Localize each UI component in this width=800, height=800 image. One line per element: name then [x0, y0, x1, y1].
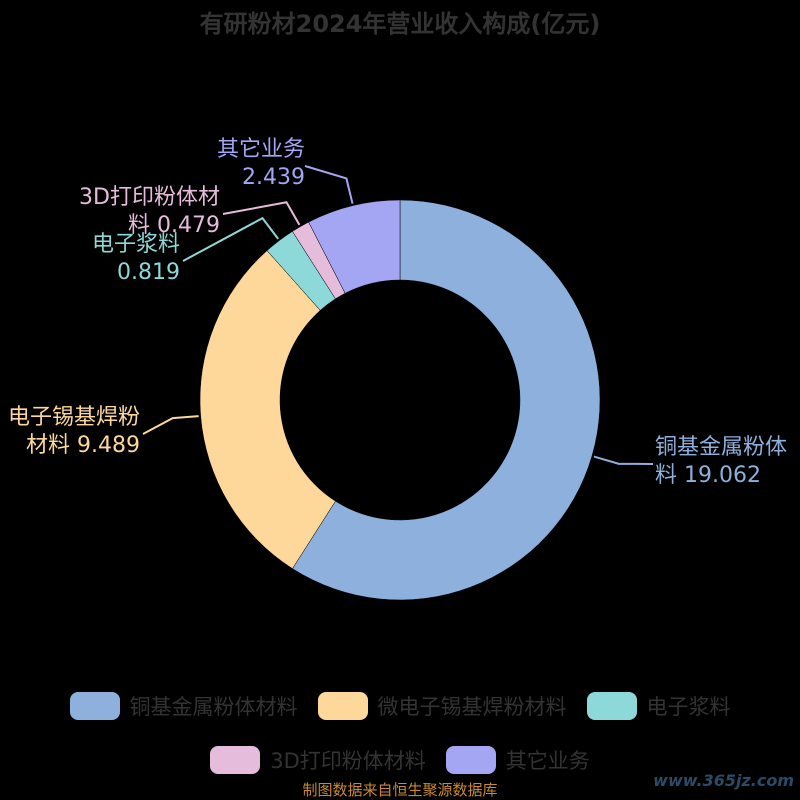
legend: 铜基金属粉体材料 微电子锡基焊粉材料 电子浆料 3D打印粉体材料 其它业务	[0, 686, 800, 794]
legend-item-other[interactable]: 其它业务	[445, 745, 590, 775]
legend-label: 铜基金属粉体材料	[129, 695, 298, 719]
slice-label: 0.819	[117, 260, 180, 285]
donut-slice[interactable]	[308, 199, 401, 294]
slice-label: 料 0.479	[128, 213, 220, 238]
legend-swatch	[445, 746, 496, 774]
legend-row: 3D打印粉体材料 其它业务	[0, 740, 800, 780]
chart-title: 有研粉材2024年营业收入构成(亿元)	[199, 10, 601, 38]
legend-row: 铜基金属粉体材料 微电子锡基焊粉材料 电子浆料	[0, 686, 800, 726]
watermark: www.365jz.com	[653, 771, 794, 790]
legend-item-copper[interactable]: 铜基金属粉体材料	[69, 691, 298, 721]
slice-label: 电子浆料	[92, 232, 180, 257]
legend-label: 其它业务	[505, 749, 590, 773]
slice-label: 3D打印粉体材	[79, 185, 220, 210]
legend-label: 电子浆料	[646, 695, 731, 719]
slice-label: 料 19.062	[655, 463, 761, 488]
data-source-note: 制图数据来自恒生聚源数据库	[302, 781, 498, 799]
leader-line	[142, 415, 199, 435]
legend-swatch	[69, 692, 120, 720]
donut-slice[interactable]	[292, 199, 601, 601]
legend-swatch	[210, 746, 261, 774]
donut-slice[interactable]	[199, 250, 336, 569]
leader-line	[304, 165, 354, 204]
slice-label: 材料 9.489	[26, 433, 140, 458]
legend-item-paste[interactable]: 电子浆料	[586, 691, 731, 721]
legend-swatch	[317, 692, 368, 720]
legend-item-tin-solder[interactable]: 微电子锡基焊粉材料	[317, 691, 567, 721]
slice-label: 铜基金属粉体	[655, 435, 787, 460]
leader-line	[593, 455, 654, 465]
legend-swatch	[586, 692, 637, 720]
leader-line	[182, 216, 279, 262]
legend-label: 微电子锡基焊粉材料	[377, 695, 567, 719]
slice-label: 其它业务	[217, 137, 305, 162]
legend-item-3d-printing[interactable]: 3D打印粉体材料	[210, 745, 426, 775]
leader-line	[222, 201, 301, 226]
slice-label: 2.439	[242, 165, 305, 190]
slice-label: 电子锡基焊粉	[8, 405, 140, 430]
legend-label: 3D打印粉体材料	[270, 749, 426, 773]
